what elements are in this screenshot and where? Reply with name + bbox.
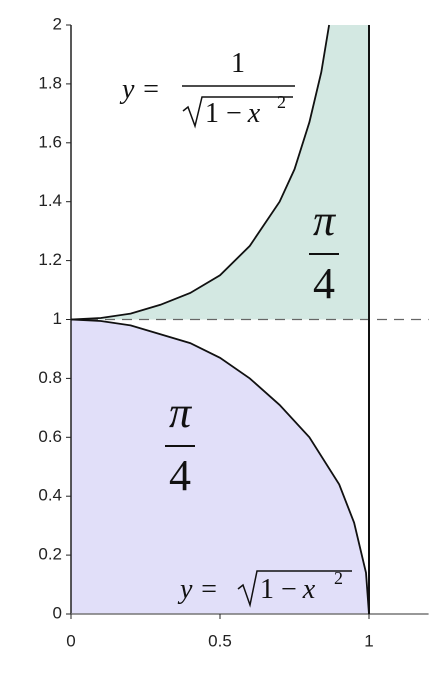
exponent: 2 (334, 568, 343, 588)
upper-area-label: π 4 (309, 196, 339, 308)
y-tick-label: 1.2 (38, 250, 62, 269)
radicand-const: 1 − (205, 98, 242, 129)
x-tick-label: 0 (66, 631, 75, 650)
formula-denominator: 1 − x (205, 98, 261, 129)
y-tick-label: 2 (53, 14, 62, 33)
y-tick-label: 1.4 (38, 191, 62, 210)
formula-lhs: y = (177, 574, 218, 605)
y-tick-label: 1 (53, 309, 62, 328)
radical (182, 96, 293, 129)
radicand-var: x (247, 98, 261, 129)
formula-numerator: 1 (231, 48, 245, 79)
x-tick-label: 1 (364, 631, 373, 650)
radicand-var: x (302, 574, 316, 605)
area (71, 319, 369, 614)
y-tick-label: 0 (53, 603, 62, 622)
y-tick-label: 1.8 (38, 73, 62, 92)
x-tick-label: 0.5 (208, 631, 232, 650)
y-tick-label: 1.6 (38, 132, 62, 151)
area (71, 25, 369, 320)
fills (71, 25, 369, 614)
upper-formula: y = 1 1 − x 2 (119, 48, 295, 129)
area-numerator: π (169, 388, 193, 437)
radical (237, 570, 352, 608)
lower-area-label: π 4 (165, 388, 195, 500)
curve (70, 318, 370, 615)
y-tick-label: 0.4 (38, 486, 62, 505)
area-numerator: π (313, 196, 337, 245)
area-denominator: 4 (169, 451, 191, 500)
area-denominator: 4 (313, 259, 335, 308)
exponent: 2 (277, 92, 286, 112)
formula-lhs: y = (119, 74, 160, 105)
curves (70, 24, 370, 615)
curve (70, 24, 330, 321)
y-tick-label: 0.8 (38, 368, 62, 387)
y-tick-label: 0.2 (38, 545, 62, 564)
radicand-const: 1 − (260, 574, 297, 605)
lower-formula: y = 1 − x 2 (177, 568, 352, 608)
formula-radicand: 1 − x (260, 574, 316, 605)
y-tick-label: 0.6 (38, 427, 62, 446)
